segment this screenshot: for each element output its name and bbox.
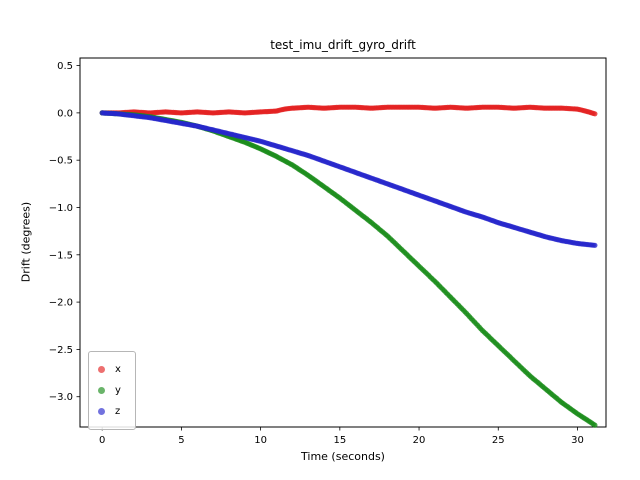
x-tick-label: 15 [333,435,346,446]
x-tick-label: 25 [492,435,505,446]
y-tick-label: −2.0 [49,298,73,309]
data-point [592,242,598,248]
legend-item-y: y [98,380,121,401]
axes-frame [79,57,607,428]
y-tick-label: −1.5 [49,250,73,261]
y-tick-label: 0.0 [57,108,73,119]
legend-marker-icon [98,387,105,394]
y-axis-label: Drift (degrees) [19,201,33,283]
y-tick-label: −3.0 [49,392,73,403]
y-tick-label: −1.0 [49,203,73,214]
legend-label: y [115,385,121,396]
y-tick-label: 0.5 [57,61,73,72]
y-tick-label: −2.5 [49,345,73,356]
x-tick-label: 30 [571,435,584,446]
x-tick-label: 0 [99,435,105,446]
legend-marker-icon [98,366,105,373]
x-tick-label: 10 [254,435,267,446]
x-axis-label: Time (seconds) [301,450,385,463]
legend-label: z [115,406,121,417]
chart-title: test_imu_drift_gyro_drift [270,38,416,52]
x-tick-label: 20 [413,435,426,446]
legend: x y z [88,351,136,430]
series-y [99,110,598,428]
data-point [592,111,598,117]
legend-item-z: z [98,401,121,422]
series-x [99,104,598,117]
legend-item-x: x [98,359,121,380]
series-z [99,110,598,248]
y-tick-label: −0.5 [49,156,73,167]
legend-label: x [115,364,121,375]
x-tick-label: 5 [178,435,184,446]
legend-marker-icon [98,408,105,415]
data-point [592,422,598,428]
